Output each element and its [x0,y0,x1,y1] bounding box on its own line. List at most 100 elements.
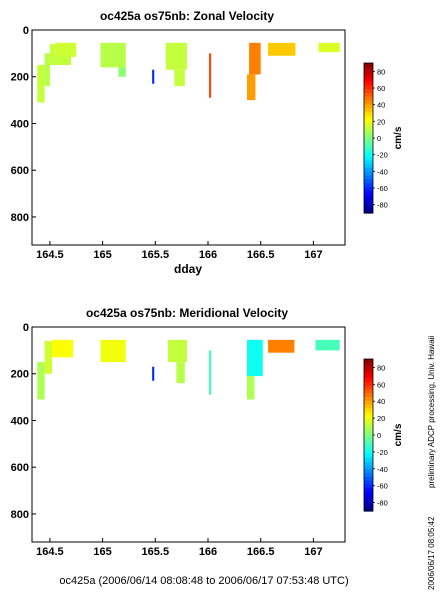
colorbar-tick-label: 40 [377,101,385,110]
colorbar-tick-label: -60 [377,184,388,193]
y-tick-label: 0 [23,322,29,334]
x-axis-label-zonal: dday [174,262,202,276]
colorbar-swatch [364,63,373,68]
velocity-cell [209,53,212,98]
y-tick-label: 0 [23,25,29,37]
colorbar-swatch [364,473,373,478]
colorbar-tick-label: -40 [377,465,388,474]
footer-caption: oc425a (2006/06/14 08:08:48 to 2006/06/1… [59,575,348,587]
colorbar-swatch [364,134,373,139]
colorbar-swatch [364,119,373,124]
colorbar-tick-label: 0 [377,431,381,440]
colorbar-tick-label: 80 [377,67,385,76]
velocity-cell [167,339,187,363]
colorbar-swatch [364,153,373,158]
heatmap-zonal [37,42,340,103]
colorbar-tick-label: -20 [377,151,388,160]
x-tick-label: 164.5 [36,546,64,558]
plot-frame-zonal [31,29,346,246]
colorbar-swatch [364,397,373,402]
colorbar-swatch [364,74,373,79]
colorbar-swatch [364,362,373,368]
colorbar-tick-label: 60 [377,84,385,93]
y-tick-label: 400 [11,118,29,130]
velocity-cell [249,42,261,75]
plot-frame-meridional [31,326,346,543]
x-ticks-meridional: 164.5 165 165.5 166 166.5 167 [36,538,323,558]
colorbar-swatch [364,480,373,485]
colorbar-swatch [364,484,373,489]
x-tick-label: 165 [93,546,111,558]
velocity-cell [100,339,126,363]
colorbar-swatch [364,393,373,398]
colorbar-swatch [364,465,373,470]
colorbar-swatch [364,209,373,214]
colorbar-tick-label: -20 [377,448,388,457]
colorbar-swatch [364,145,373,150]
colorbar-swatch [364,446,373,451]
velocity-cell [268,339,295,353]
velocity-cell [152,366,155,381]
velocity-cell [44,341,53,374]
x-tick-label: 166.5 [247,546,275,558]
colorbar-swatch [364,123,373,128]
colorbar-swatch [364,385,373,390]
heatmap-meridional [37,339,340,400]
colorbar-swatch [364,438,373,444]
y-ticks-meridional: 0 200 400 600 800 [11,322,36,521]
colorbar-swatch [364,160,373,165]
x-tick-label: 166 [199,546,217,558]
colorbar-swatch [364,149,373,154]
velocity-cell [37,65,45,103]
colorbar-swatch [364,183,373,188]
colorbar-swatch [364,450,373,455]
colorbar-tick-label: -80 [377,499,388,508]
y-tick-label: 800 [11,509,29,521]
x-tick-label: 165 [93,249,111,261]
velocity-cell [246,339,263,377]
panel-meridional: oc425a os75nb: Meridional Velocity 164.5… [11,306,404,558]
velocity-cell [52,339,74,358]
colorbar-swatch [364,93,373,98]
colorbar-tick-label: 20 [377,117,385,126]
colorbar-swatch [364,141,373,147]
colorbar-tick-label: 0 [377,134,381,143]
velocity-cell [152,69,155,84]
colorbar-swatch [364,435,373,440]
colorbar-tick-label: -60 [377,482,388,491]
colorbar-swatch [364,186,373,192]
colorbar-swatch [364,175,373,180]
colorbar-swatch [364,507,373,512]
colorbar-swatch [364,469,373,474]
colorbar-swatch [364,205,373,210]
velocity-cell [176,362,185,384]
x-tick-label: 166 [199,249,217,261]
colorbar-swatch [364,115,373,120]
colorbar-swatch [364,431,373,436]
colorbar-swatch [364,138,373,143]
velocity-cell [118,67,126,77]
colorbar-swatch [364,194,373,199]
colorbar-swatch [364,89,373,94]
colorbar-swatch [364,85,373,90]
colorbar-swatch [364,495,373,501]
colorbar-swatch [364,454,373,459]
y-tick-label: 200 [11,72,29,84]
velocity-cell [100,42,126,68]
colorbar-tick-label: -40 [377,167,388,176]
colorbar-swatch [364,126,373,132]
colorbar-swatch [364,104,373,109]
panel-zonal: oc425a os75nb: Zonal Velocity 164.5 165 16… [11,9,404,276]
colorbar-swatch [364,476,373,482]
colorbar-swatch [364,359,373,364]
y-tick-label: 400 [11,415,29,427]
velocity-cell [52,55,71,66]
y-tick-label: 600 [11,462,29,474]
colorbar-swatch [364,400,373,406]
colorbar-tick-label: 60 [377,380,385,389]
colorbar-zonal: 80 60 40 20 0 -20 -40 -60 -80 cm/s [363,62,404,214]
processing-note: preliminary ADCP processing, Univ. Hawai… [427,336,436,488]
velocity-cell [165,42,187,70]
colorbar-swatch [364,366,373,371]
